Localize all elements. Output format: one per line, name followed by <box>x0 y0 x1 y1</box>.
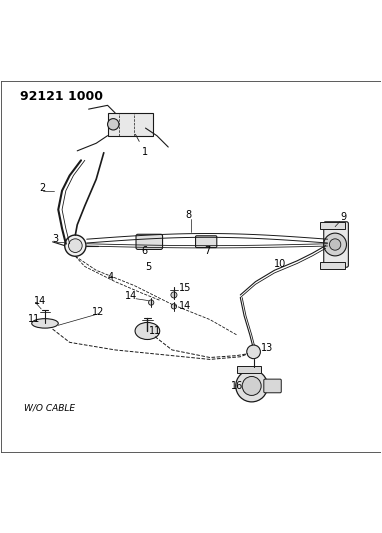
Text: 14: 14 <box>125 290 137 301</box>
Text: 9: 9 <box>341 212 347 222</box>
FancyBboxPatch shape <box>320 262 345 269</box>
Circle shape <box>65 235 86 256</box>
Circle shape <box>236 370 268 402</box>
Text: 5: 5 <box>146 262 152 272</box>
Text: 10: 10 <box>274 259 286 269</box>
Circle shape <box>242 376 261 395</box>
Text: 14: 14 <box>179 301 191 311</box>
Text: 6: 6 <box>142 246 148 256</box>
Text: 1: 1 <box>136 134 148 157</box>
Circle shape <box>324 233 346 256</box>
Text: 14: 14 <box>34 296 46 306</box>
Circle shape <box>171 292 177 298</box>
Text: 7: 7 <box>204 246 210 256</box>
Text: 4: 4 <box>108 272 114 282</box>
FancyBboxPatch shape <box>320 222 345 229</box>
Text: 92121 1000: 92121 1000 <box>20 90 104 103</box>
FancyBboxPatch shape <box>264 379 281 393</box>
FancyBboxPatch shape <box>136 235 163 249</box>
Text: 8: 8 <box>185 210 191 220</box>
Circle shape <box>329 239 341 250</box>
Circle shape <box>171 304 176 309</box>
FancyBboxPatch shape <box>236 366 261 373</box>
Text: 13: 13 <box>261 343 274 353</box>
Text: 11: 11 <box>28 314 40 324</box>
Circle shape <box>149 300 154 305</box>
FancyBboxPatch shape <box>108 113 153 136</box>
Circle shape <box>108 119 119 130</box>
FancyBboxPatch shape <box>196 236 217 247</box>
Text: 16: 16 <box>231 381 243 391</box>
Circle shape <box>247 345 261 359</box>
Text: 3: 3 <box>53 234 59 244</box>
Ellipse shape <box>135 322 160 340</box>
Text: W/O CABLE: W/O CABLE <box>24 403 75 413</box>
Text: 12: 12 <box>92 306 105 317</box>
Text: 15: 15 <box>179 283 191 293</box>
Ellipse shape <box>32 319 58 328</box>
FancyBboxPatch shape <box>324 222 348 267</box>
Text: 2: 2 <box>39 183 45 192</box>
Text: 11: 11 <box>149 326 162 336</box>
Circle shape <box>68 239 82 253</box>
